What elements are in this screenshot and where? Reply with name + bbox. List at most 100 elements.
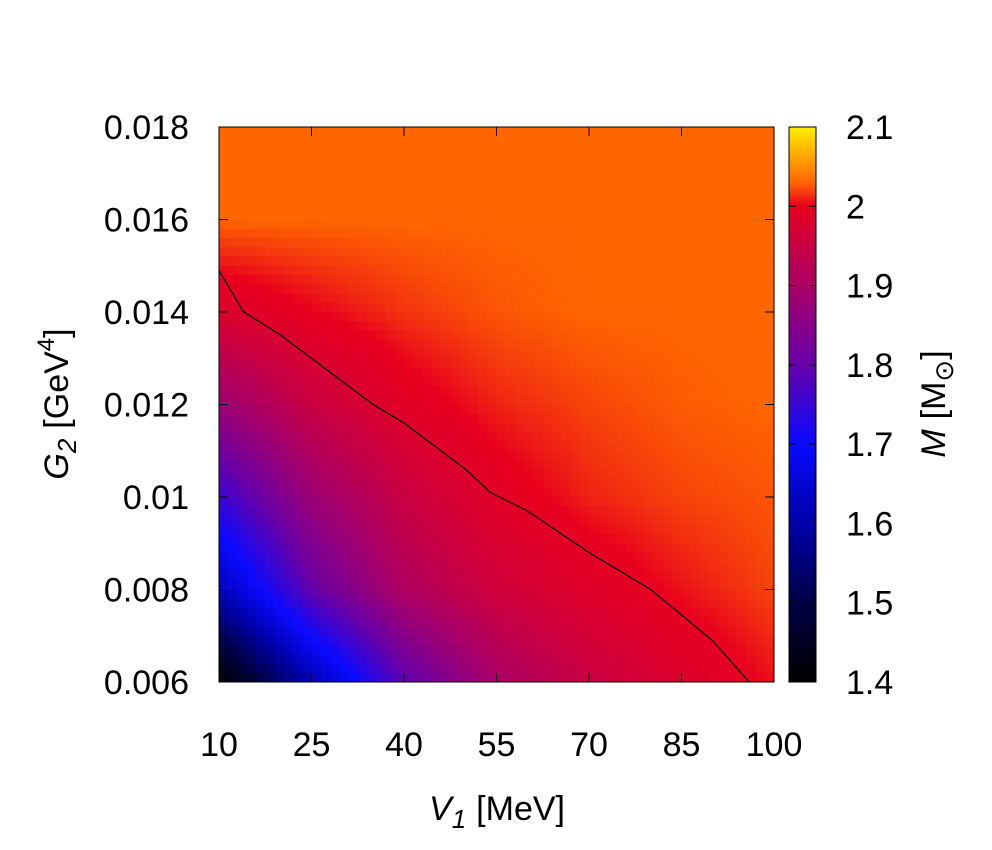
heatmap-cell xyxy=(357,321,368,332)
heatmap-cell xyxy=(561,663,572,674)
heatmap-cell xyxy=(524,571,535,581)
heatmap-cell xyxy=(626,330,636,341)
heatmap-cell xyxy=(644,469,655,480)
heatmap-cell xyxy=(256,580,266,591)
y-tick-label: 0.018 xyxy=(104,109,189,147)
heatmap-cell xyxy=(256,395,266,406)
heatmap-cell xyxy=(552,672,562,682)
heatmap-cell xyxy=(468,469,479,480)
heatmap-cell xyxy=(422,191,433,202)
heatmap-cell xyxy=(598,395,609,406)
heatmap-cell xyxy=(256,154,266,165)
heatmap-cell xyxy=(524,210,535,221)
heatmap-cell xyxy=(681,201,692,211)
heatmap-cell xyxy=(320,358,331,369)
heatmap-cell xyxy=(533,423,544,433)
heatmap-cell xyxy=(348,358,359,369)
heatmap-cell xyxy=(690,460,701,470)
heatmap-cell xyxy=(718,247,729,258)
heatmap-cell xyxy=(237,284,248,295)
heatmap-cell xyxy=(690,256,701,267)
heatmap-cell xyxy=(589,376,599,387)
heatmap-cell xyxy=(385,571,396,581)
heatmap-cell xyxy=(237,145,248,156)
heatmap-cell xyxy=(330,478,340,489)
heatmap-cell xyxy=(441,321,451,332)
heatmap-cell xyxy=(237,164,248,174)
heatmap-cell xyxy=(293,358,303,369)
heatmap-cell xyxy=(515,284,525,295)
heatmap-cell xyxy=(718,386,729,396)
heatmap-cell xyxy=(533,460,544,470)
heatmap-cell xyxy=(570,321,581,332)
heatmap-cell xyxy=(376,672,387,682)
heatmap-cell xyxy=(533,312,544,322)
heatmap-cell xyxy=(219,617,229,628)
heatmap-cell xyxy=(330,127,340,137)
heatmap-cell xyxy=(219,247,229,258)
heatmap-cell xyxy=(561,413,572,424)
heatmap-cell xyxy=(579,330,590,341)
heatmap-cell xyxy=(376,339,387,350)
heatmap-cell xyxy=(478,358,488,369)
heatmap-cell xyxy=(635,321,646,332)
heatmap-cell xyxy=(570,561,581,572)
heatmap-cell xyxy=(339,626,350,637)
heatmap-cell xyxy=(320,173,331,184)
heatmap-cell xyxy=(441,256,451,267)
heatmap-cell xyxy=(302,589,313,600)
heatmap-cell xyxy=(561,349,572,359)
heatmap-cell xyxy=(616,450,627,461)
heatmap-cell xyxy=(570,173,581,184)
heatmap-cell xyxy=(256,127,266,137)
heatmap-cell xyxy=(302,663,313,674)
heatmap-cell xyxy=(570,460,581,470)
heatmap-cell xyxy=(246,515,257,526)
heatmap-cell xyxy=(579,210,590,221)
heatmap-cell xyxy=(219,460,229,470)
heatmap-cell xyxy=(616,469,627,480)
heatmap-cell xyxy=(487,386,498,396)
heatmap-cell xyxy=(376,487,387,498)
heatmap-cell xyxy=(246,302,257,313)
heatmap-cell xyxy=(274,515,285,526)
heatmap-cell xyxy=(570,228,581,239)
heatmap-cell xyxy=(709,247,720,258)
heatmap-cell xyxy=(487,376,498,387)
heatmap-cell xyxy=(293,534,303,544)
heatmap-cell xyxy=(505,515,516,526)
heatmap-cell xyxy=(302,608,313,618)
heatmap-cell xyxy=(598,450,609,461)
heatmap-cell xyxy=(755,404,766,415)
heatmap-cell xyxy=(311,164,322,174)
heatmap-cell xyxy=(635,497,646,507)
heatmap-cell xyxy=(265,626,276,637)
heatmap-cell xyxy=(283,312,294,322)
heatmap-cell xyxy=(468,534,479,544)
heatmap-cell xyxy=(644,247,655,258)
heatmap-cell xyxy=(626,617,636,628)
heatmap-cell xyxy=(219,478,229,489)
heatmap-cell xyxy=(413,497,424,507)
heatmap-cell xyxy=(755,608,766,618)
heatmap-cell xyxy=(293,478,303,489)
heatmap-cell xyxy=(579,154,590,165)
heatmap-cell xyxy=(256,312,266,322)
heatmap-cell xyxy=(348,349,359,359)
heatmap-cell xyxy=(727,598,738,609)
heatmap-cell xyxy=(589,450,599,461)
heatmap-cell xyxy=(459,635,470,646)
heatmap-cell xyxy=(367,247,377,258)
heatmap-cell xyxy=(681,367,692,378)
heatmap-cell xyxy=(478,506,488,517)
heatmap-cell xyxy=(663,663,673,674)
heatmap-cell xyxy=(505,561,516,572)
heatmap-cell xyxy=(616,339,627,350)
heatmap-cell xyxy=(598,386,609,396)
heatmap-cell xyxy=(690,339,701,350)
heatmap-cell xyxy=(468,672,479,682)
heatmap-cell xyxy=(533,321,544,332)
heatmap-cell xyxy=(700,589,710,600)
heatmap-cell xyxy=(727,339,738,350)
heatmap-cell xyxy=(515,164,525,174)
